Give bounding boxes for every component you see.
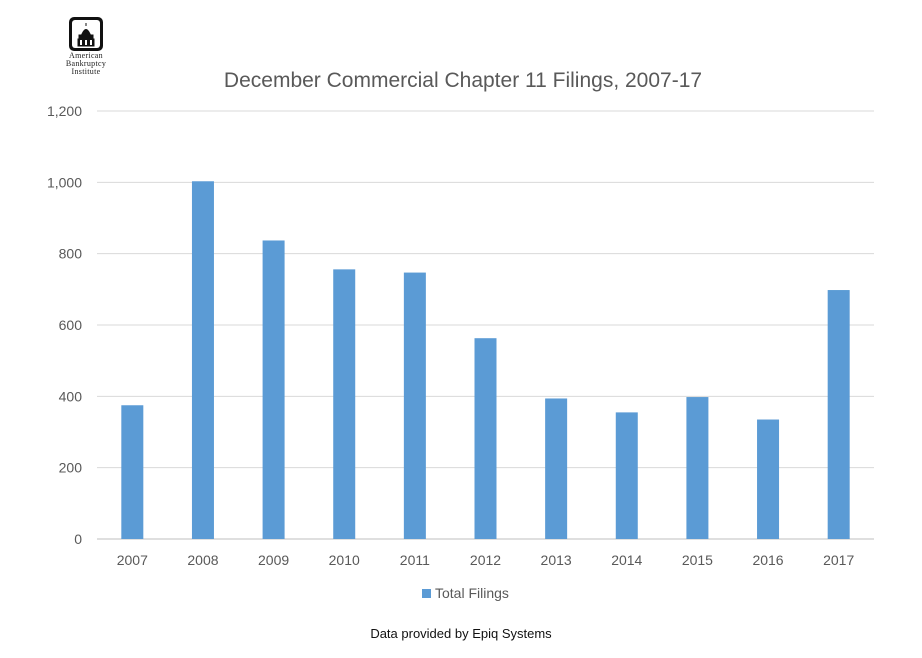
x-tick-label: 2015 [682, 552, 713, 568]
y-tick-label: 200 [59, 460, 83, 476]
bar-2009 [262, 240, 285, 539]
x-tick-label: 2017 [823, 552, 854, 568]
y-tick-label: 1,000 [47, 174, 82, 190]
x-tick-label: 2008 [187, 552, 218, 568]
logo-line-1: American [69, 51, 103, 60]
source-note: Data provided by Epiq Systems [370, 626, 552, 641]
abi-logo: American Bankruptcy Institute [46, 16, 126, 76]
bar-chart: December Commercial Chapter 11 Filings, … [47, 69, 874, 601]
y-tick-label: 800 [59, 246, 83, 262]
x-axis-ticks: 2007 2008 2009 2010 2011 2012 2013 2014 2015 2016… [117, 552, 855, 568]
y-tick-label: 0 [74, 531, 82, 547]
bar-2017 [827, 290, 850, 539]
logo-line-3: Institute [71, 67, 101, 76]
bar-2014 [615, 412, 638, 539]
y-tick-label: 400 [59, 388, 83, 404]
bar-2008 [191, 181, 214, 539]
x-tick-label: 2013 [541, 552, 572, 568]
legend-swatch [422, 589, 431, 598]
bar-2010 [333, 269, 356, 539]
y-tick-label: 600 [59, 317, 83, 333]
legend-label: Total Filings [435, 585, 509, 601]
bar-2011 [403, 272, 426, 539]
x-tick-label: 2010 [329, 552, 360, 568]
logo-line-2: Bankruptcy [65, 59, 107, 68]
bar-2016 [757, 419, 780, 539]
bar-2013 [545, 398, 568, 539]
bars [121, 181, 850, 539]
legend: Total Filings [422, 585, 509, 601]
capitol-dome-icon [69, 17, 103, 51]
x-tick-label: 2014 [611, 552, 642, 568]
x-tick-label: 2016 [752, 552, 783, 568]
bar-2015 [686, 397, 709, 539]
chart-title: December Commercial Chapter 11 Filings, … [224, 69, 702, 92]
x-tick-label: 2012 [470, 552, 501, 568]
x-tick-label: 2011 [400, 552, 430, 568]
bar-2007 [121, 405, 144, 539]
x-tick-label: 2009 [258, 552, 289, 568]
y-axis-ticks: 0 200 400 600 800 1,000 1,200 [47, 103, 82, 547]
bar-2012 [474, 338, 497, 539]
x-tick-label: 2007 [117, 552, 148, 568]
y-tick-label: 1,200 [47, 103, 82, 119]
